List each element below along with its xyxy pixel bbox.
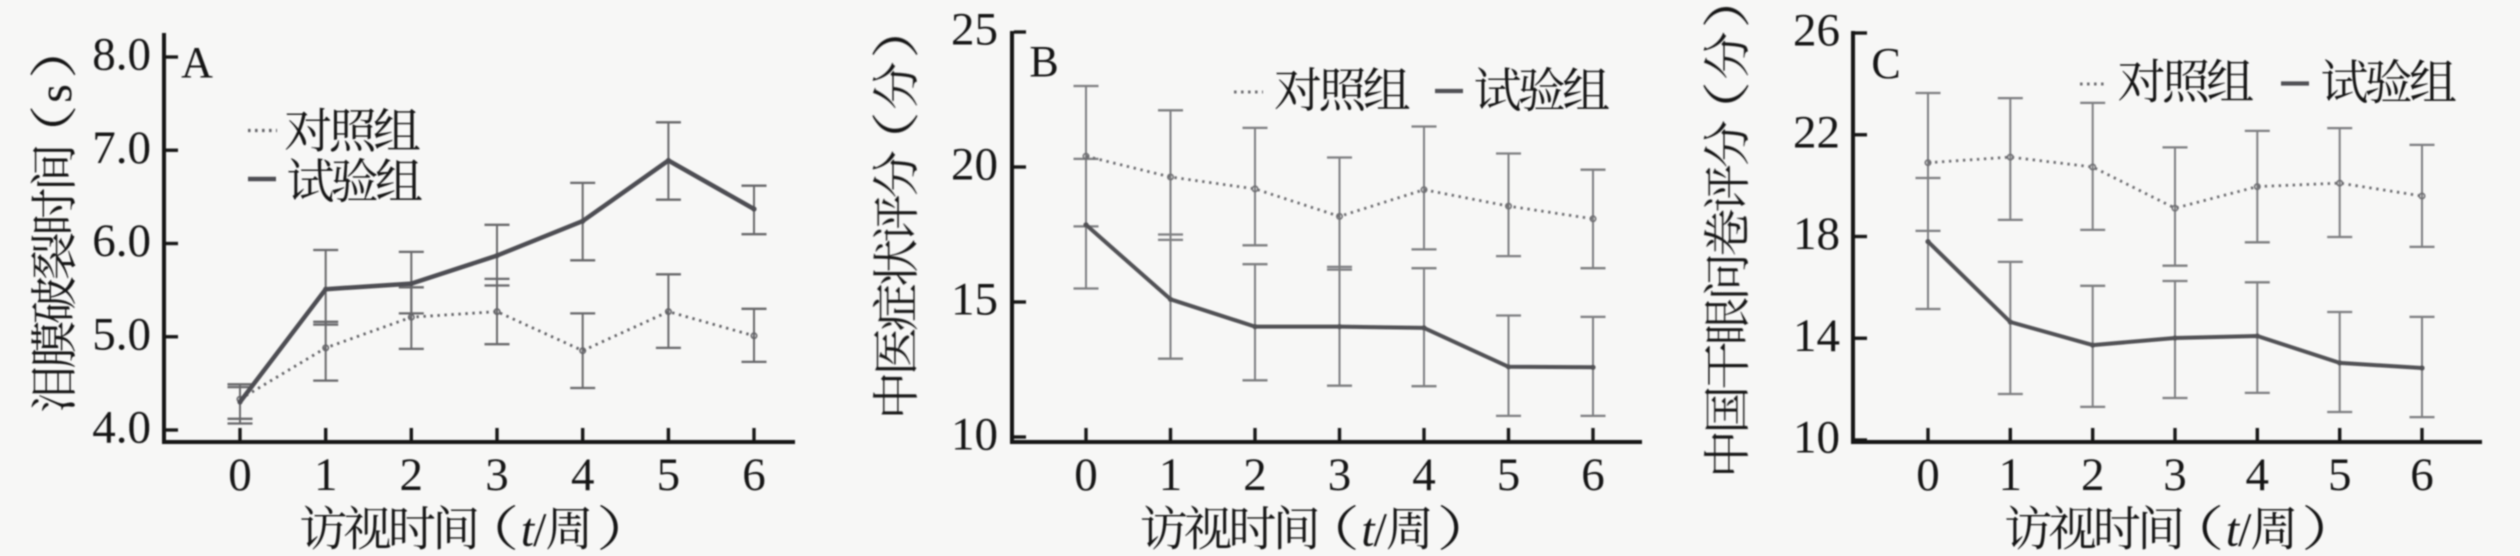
svg-text:10: 10 [951, 409, 998, 461]
svg-text:2: 2 [400, 449, 424, 501]
svg-text:6.0: 6.0 [92, 215, 151, 267]
svg-text:1: 1 [1999, 449, 2023, 501]
svg-text:6: 6 [2410, 449, 2434, 501]
svg-text:7.0: 7.0 [92, 122, 151, 174]
svg-text:3: 3 [1328, 449, 1352, 501]
svg-text:8.0: 8.0 [92, 29, 151, 81]
svg-text:A: A [181, 38, 213, 87]
svg-text:26: 26 [1793, 5, 1840, 57]
svg-text:5: 5 [657, 449, 681, 501]
svg-text:10: 10 [1793, 412, 1840, 464]
svg-text:4: 4 [2246, 449, 2270, 501]
svg-text:2: 2 [1243, 449, 1267, 501]
svg-text:20: 20 [951, 139, 998, 191]
svg-text:2: 2 [2081, 449, 2105, 501]
svg-text:6: 6 [742, 449, 766, 501]
svg-text:B: B [1029, 37, 1058, 86]
svg-text:C: C [1871, 39, 1900, 88]
svg-text:3: 3 [485, 449, 509, 501]
svg-text:1: 1 [1159, 449, 1183, 501]
svg-text:3: 3 [2163, 449, 2187, 501]
svg-text:5.0: 5.0 [92, 308, 151, 360]
svg-text:1: 1 [314, 449, 338, 501]
svg-text:0: 0 [1916, 449, 1940, 501]
svg-text:0: 0 [1074, 449, 1098, 501]
svg-text:4: 4 [1412, 449, 1436, 501]
svg-text:22: 22 [1793, 106, 1840, 158]
svg-text:15: 15 [951, 274, 998, 326]
svg-text:14: 14 [1793, 310, 1840, 362]
svg-text:5: 5 [1497, 449, 1521, 501]
svg-text:25: 25 [951, 4, 998, 56]
svg-text:5: 5 [2328, 449, 2352, 501]
svg-text:4.0: 4.0 [92, 402, 151, 454]
svg-text:6: 6 [1581, 449, 1605, 501]
svg-text:0: 0 [228, 449, 252, 501]
svg-text:18: 18 [1793, 208, 1840, 260]
svg-text:4: 4 [571, 449, 595, 501]
